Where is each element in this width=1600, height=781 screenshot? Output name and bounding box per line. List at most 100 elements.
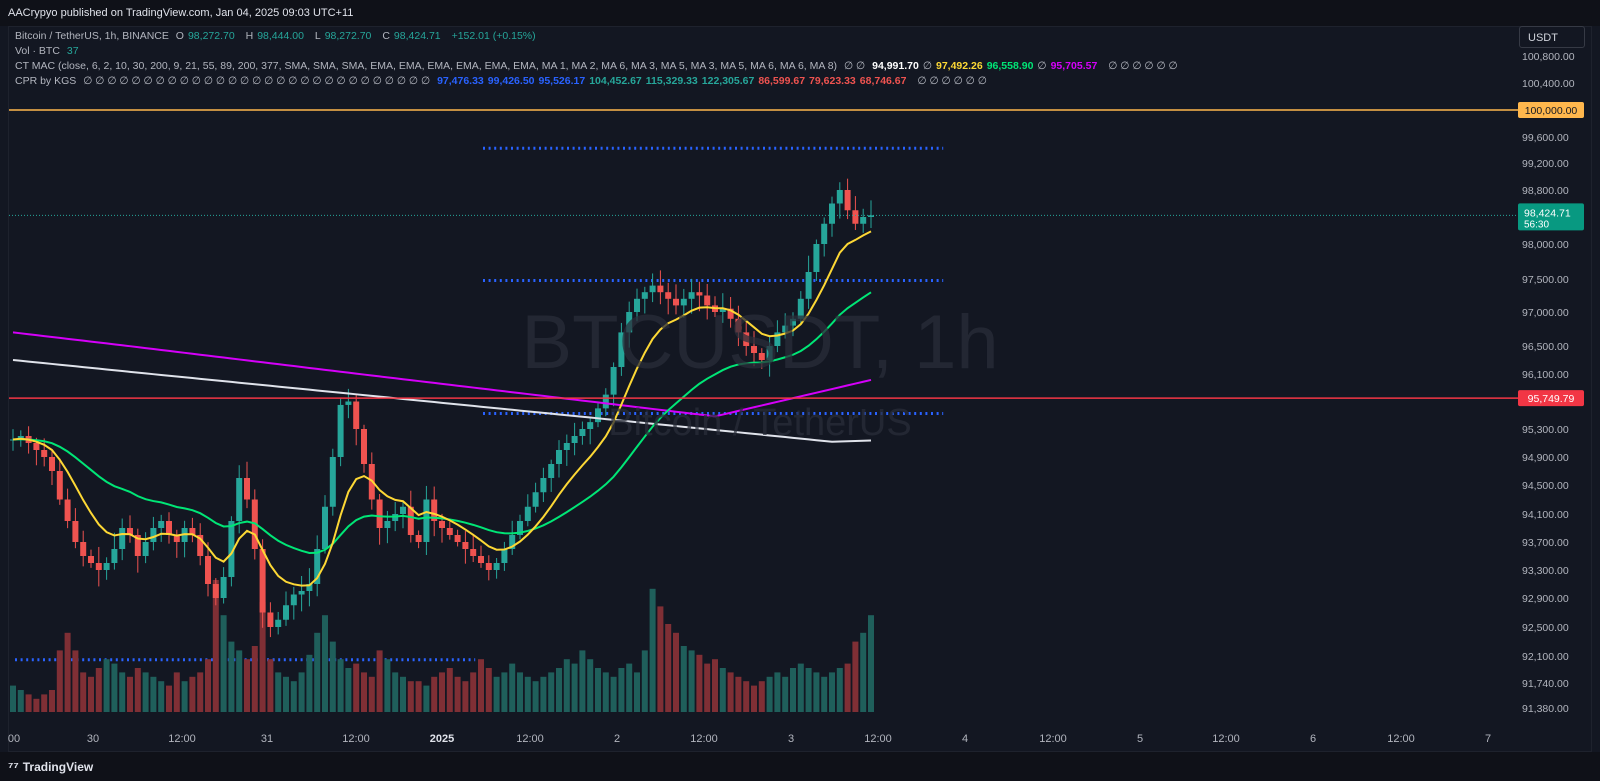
candle-body bbox=[283, 605, 289, 620]
candle-body bbox=[641, 292, 648, 299]
volume-bar bbox=[626, 663, 633, 712]
cpr-value-0: 97,476.33 bbox=[437, 75, 484, 87]
mac-value-2: 97,492.26 bbox=[935, 60, 983, 72]
cpr-null-values-b: ∅ ∅ ∅ ∅ ∅ ∅ bbox=[917, 75, 987, 87]
candle-body bbox=[797, 298, 804, 319]
volume-bar bbox=[150, 676, 157, 712]
candle-body bbox=[189, 528, 196, 535]
volume-bar bbox=[517, 672, 523, 712]
candle-body bbox=[517, 521, 523, 535]
candle-body bbox=[602, 394, 609, 409]
mac-values: 94,991.70 ∅ 97,492.26 96,558.90 ∅ 95,705.57 bbox=[872, 60, 1101, 72]
candle-body bbox=[298, 591, 305, 595]
x-tick-label: 12:00 bbox=[168, 733, 196, 745]
x-tick-label: 12:00 bbox=[1212, 733, 1240, 745]
high-label: H bbox=[245, 30, 254, 42]
volume-bar bbox=[322, 615, 328, 712]
ema-yellow-line bbox=[12, 230, 872, 587]
symbol-name[interactable]: Bitcoin / TetherUS, 1h, BINANCE bbox=[15, 30, 169, 42]
last-price-tag bbox=[1518, 203, 1584, 231]
candle-body bbox=[119, 528, 126, 549]
chart-frame[interactable] bbox=[8, 26, 1592, 752]
y-tick-label: 92,500.00 bbox=[1522, 622, 1569, 634]
x-tick-label: 31 bbox=[261, 733, 273, 745]
volume-bar bbox=[142, 672, 149, 712]
volume-bar bbox=[56, 650, 63, 712]
candle-body bbox=[462, 542, 469, 549]
volume-label[interactable]: Vol · BTC bbox=[15, 45, 60, 57]
candle-body bbox=[205, 556, 211, 584]
candle-body bbox=[563, 443, 570, 450]
candle-body bbox=[400, 506, 406, 514]
candle-body bbox=[766, 346, 773, 360]
candle-body bbox=[259, 549, 266, 613]
volume-bar bbox=[259, 602, 266, 712]
candle-body bbox=[150, 528, 157, 542]
volume-bar bbox=[251, 646, 258, 712]
volume-bar bbox=[353, 663, 360, 712]
volume-bar bbox=[618, 668, 625, 712]
volume-bar bbox=[727, 672, 734, 712]
candle-body bbox=[634, 298, 640, 312]
volume-bar bbox=[181, 681, 188, 712]
candle-body bbox=[673, 298, 679, 306]
volume-bar bbox=[33, 698, 40, 712]
volume-bar bbox=[868, 615, 874, 712]
mac-null-values: ∅ ∅ bbox=[843, 60, 866, 72]
mac-null-values-b: ∅ ∅ ∅ ∅ ∅ ∅ bbox=[1108, 60, 1178, 72]
volume-bar bbox=[17, 690, 24, 712]
candle-body bbox=[657, 285, 664, 293]
x-tick-label: 3 bbox=[788, 733, 794, 745]
candle-body bbox=[158, 521, 165, 528]
candle-body bbox=[478, 556, 484, 563]
candle-body bbox=[41, 450, 48, 457]
candle-body bbox=[173, 535, 180, 542]
candle-body bbox=[197, 535, 204, 556]
candle-body bbox=[626, 312, 633, 333]
volume-bar bbox=[439, 672, 445, 712]
x-tick-label: 12:00 bbox=[1387, 733, 1415, 745]
candle-body bbox=[111, 549, 118, 563]
volume-bar bbox=[696, 654, 703, 712]
volume-bar bbox=[80, 672, 87, 712]
volume-bar bbox=[111, 663, 118, 712]
candle-body bbox=[220, 577, 227, 598]
volume-bar bbox=[805, 668, 812, 712]
candle-body bbox=[610, 367, 617, 395]
candle-body bbox=[758, 353, 765, 360]
high-value: 98,444.00 bbox=[257, 30, 304, 42]
volume-bar bbox=[641, 650, 648, 712]
candle-body bbox=[735, 318, 742, 333]
volume-bar bbox=[173, 672, 180, 712]
mac-indicator-label[interactable]: CT MAC (close, 6, 2, 10, 30, 200, 9, 21,… bbox=[15, 60, 838, 72]
volume-bar bbox=[119, 672, 126, 712]
volume-bar bbox=[540, 676, 547, 712]
candle-body bbox=[813, 244, 820, 272]
y-tick-label: 100,800.00 bbox=[1522, 51, 1575, 63]
open-label: O bbox=[175, 30, 184, 42]
volume-bar bbox=[673, 632, 679, 712]
candle-body bbox=[439, 521, 445, 528]
candle-body bbox=[688, 292, 695, 299]
cpr-indicator-label[interactable]: CPR by KGS bbox=[15, 75, 77, 87]
candle-body bbox=[454, 535, 461, 542]
candle-body bbox=[10, 439, 16, 441]
volume-bar bbox=[64, 632, 71, 712]
candle-body bbox=[782, 325, 789, 333]
volume-bar bbox=[95, 668, 102, 712]
mac-value-5: 95,705.57 bbox=[1050, 60, 1098, 72]
cpr-value-3: 104,452.67 bbox=[589, 75, 642, 87]
volume-bar bbox=[602, 672, 609, 712]
tradingview-logo-text: TradingView bbox=[22, 760, 94, 774]
currency-button[interactable]: USDT bbox=[1519, 26, 1585, 48]
candle-body bbox=[852, 210, 859, 224]
tradingview-logo[interactable]: ⁷⁷ TradingView bbox=[8, 759, 93, 774]
candle-body bbox=[524, 506, 531, 521]
y-tick-label: 100,400.00 bbox=[1522, 78, 1575, 90]
cpr-value-5: 122,305.67 bbox=[701, 75, 755, 87]
x-tick-label: 7 bbox=[1485, 733, 1491, 745]
volume-bar bbox=[665, 624, 672, 712]
volume-bar bbox=[189, 676, 196, 712]
candle-body bbox=[166, 521, 172, 535]
